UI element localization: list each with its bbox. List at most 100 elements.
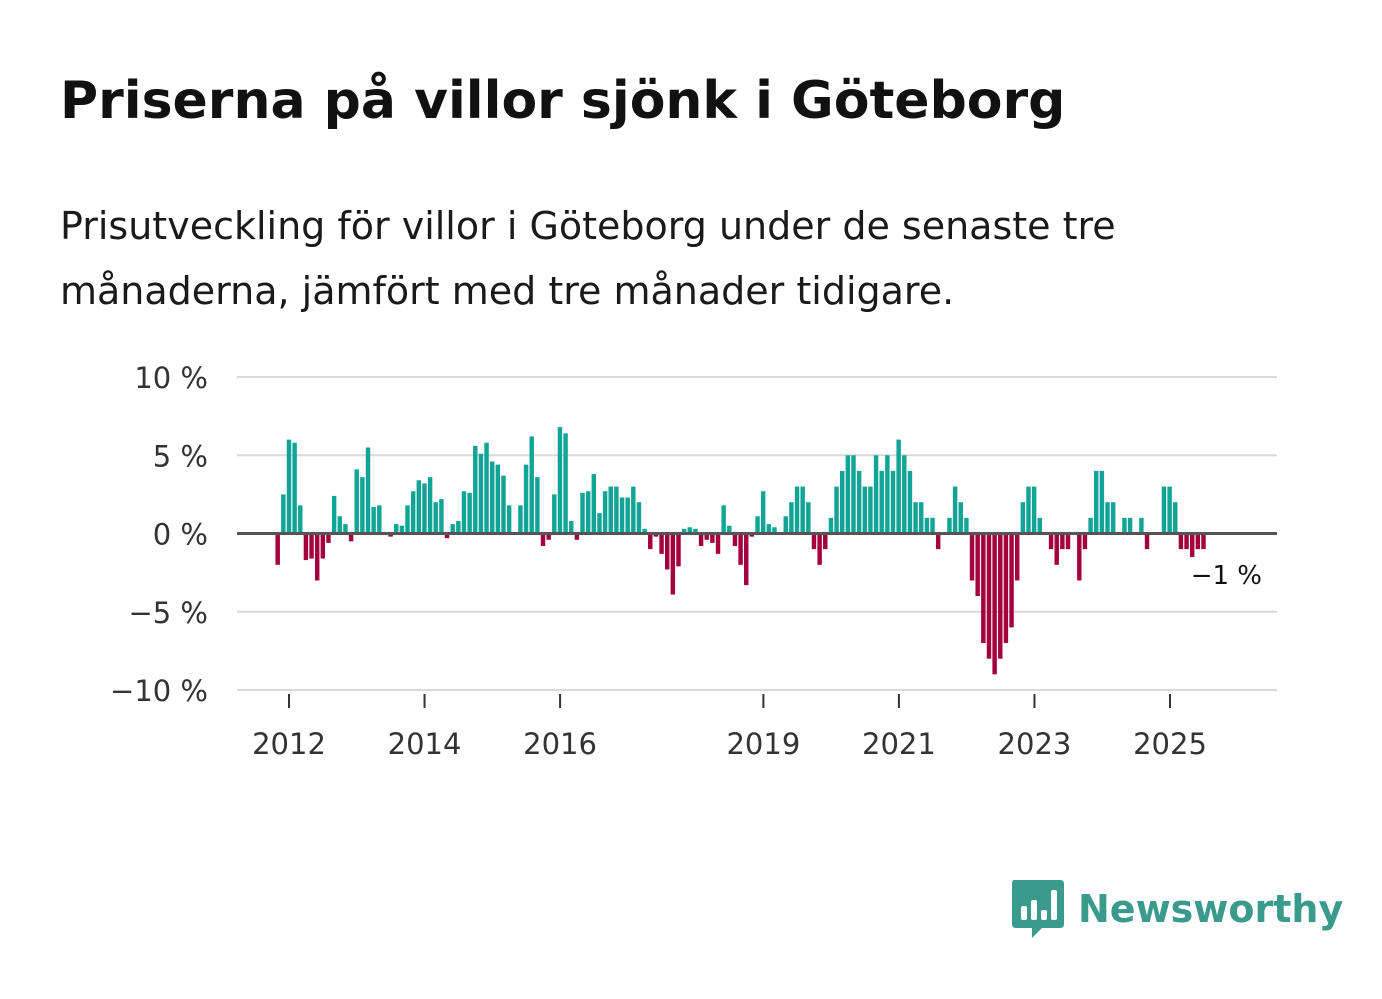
bar <box>1026 486 1031 534</box>
x-tick-label: 2019 <box>726 727 800 761</box>
bar <box>546 533 551 540</box>
bar <box>659 533 664 554</box>
bar <box>907 470 913 534</box>
bar <box>602 491 608 534</box>
bar <box>693 528 698 534</box>
bar <box>326 533 331 543</box>
bar <box>337 516 343 534</box>
bar <box>405 505 410 534</box>
y-axis: 10 % 5 % 0 % −5 % −10 % <box>110 361 208 708</box>
bar <box>444 533 450 539</box>
bar <box>563 433 568 534</box>
brand: Newsworthy <box>1010 878 1343 940</box>
bar <box>913 502 918 534</box>
bar <box>360 477 365 534</box>
bar <box>998 533 1003 659</box>
bar <box>1110 502 1116 534</box>
bar <box>1195 533 1201 550</box>
bar <box>749 533 755 537</box>
bar <box>467 492 472 534</box>
bar <box>817 533 822 565</box>
bar <box>427 477 433 534</box>
bar <box>732 533 738 547</box>
bar <box>839 470 845 534</box>
bar <box>1189 533 1195 557</box>
bar <box>275 533 280 565</box>
bar <box>981 533 986 644</box>
bar-series <box>275 427 1206 675</box>
bar <box>1009 533 1014 628</box>
bar <box>569 520 574 534</box>
bar <box>371 506 376 534</box>
bar <box>1184 533 1189 550</box>
bar <box>495 464 501 534</box>
bar <box>834 486 839 534</box>
bar <box>597 513 602 534</box>
bar <box>314 533 320 581</box>
bar <box>1082 533 1088 550</box>
bar <box>1127 517 1133 534</box>
bar <box>958 502 963 534</box>
bar <box>1094 470 1099 534</box>
bar <box>1201 533 1206 550</box>
bar <box>755 516 760 534</box>
bar <box>281 494 286 534</box>
bar <box>298 505 303 534</box>
bar <box>935 533 941 550</box>
bar <box>461 491 467 534</box>
bar <box>501 475 506 534</box>
bar <box>648 533 653 550</box>
bar <box>952 486 958 534</box>
bar <box>433 502 438 534</box>
chart-title: Priserna på villor sjönk i Göteborg <box>60 71 1066 131</box>
bar <box>687 527 693 534</box>
bar <box>557 427 563 534</box>
bar <box>1048 533 1054 550</box>
bar <box>947 517 952 534</box>
bar <box>636 502 642 534</box>
x-tick-label: 2012 <box>252 727 326 761</box>
bar <box>388 533 393 537</box>
bar <box>704 533 709 540</box>
bar <box>506 505 512 534</box>
bar-chart-speech-bubble-icon <box>1012 880 1064 938</box>
bar <box>456 520 461 534</box>
bar <box>473 445 478 534</box>
bar <box>1014 533 1020 581</box>
chart-subtitle: Prisutveckling för villor i Göteborg und… <box>60 204 1116 313</box>
bar <box>1020 502 1026 534</box>
y-tick-label: 10 % <box>134 361 208 395</box>
bar <box>320 533 326 559</box>
bar <box>823 533 828 550</box>
brand-name: Newsworthy <box>1078 887 1344 931</box>
bar <box>975 533 980 597</box>
bar <box>879 470 884 534</box>
bar <box>552 494 557 534</box>
bar <box>828 517 834 534</box>
y-tick-label: −5 % <box>128 596 208 630</box>
bar <box>439 499 444 534</box>
bar <box>896 439 901 534</box>
bar <box>919 502 924 534</box>
y-tick-label: 5 % <box>153 439 208 473</box>
x-tick-label: 2014 <box>388 727 462 761</box>
bar <box>608 486 613 534</box>
bar <box>800 486 805 534</box>
bar <box>783 516 788 534</box>
bar <box>1031 486 1037 534</box>
bar <box>365 447 371 534</box>
bar <box>303 533 309 561</box>
bar <box>535 477 540 534</box>
y-tick-label: −10 % <box>110 674 208 708</box>
bar <box>845 455 851 534</box>
bar <box>868 486 873 534</box>
bar <box>309 533 314 559</box>
bar <box>1077 533 1082 581</box>
bar <box>1122 517 1127 534</box>
bar <box>738 533 743 565</box>
bar <box>681 528 687 534</box>
annotations: −1 % <box>1191 561 1262 591</box>
bar <box>986 533 992 659</box>
bar <box>518 505 523 534</box>
x-tick-label: 2025 <box>1133 727 1207 761</box>
